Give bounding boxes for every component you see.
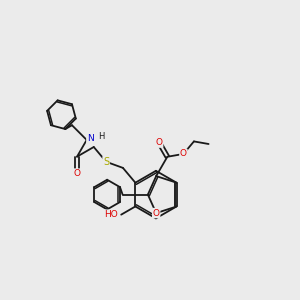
Text: O: O — [74, 169, 80, 178]
Text: S: S — [103, 157, 109, 167]
Text: O: O — [156, 138, 163, 147]
Text: H: H — [98, 132, 105, 141]
Text: O: O — [180, 149, 187, 158]
Text: N: N — [87, 134, 94, 143]
Text: O: O — [153, 208, 160, 217]
Text: HO: HO — [104, 210, 118, 219]
